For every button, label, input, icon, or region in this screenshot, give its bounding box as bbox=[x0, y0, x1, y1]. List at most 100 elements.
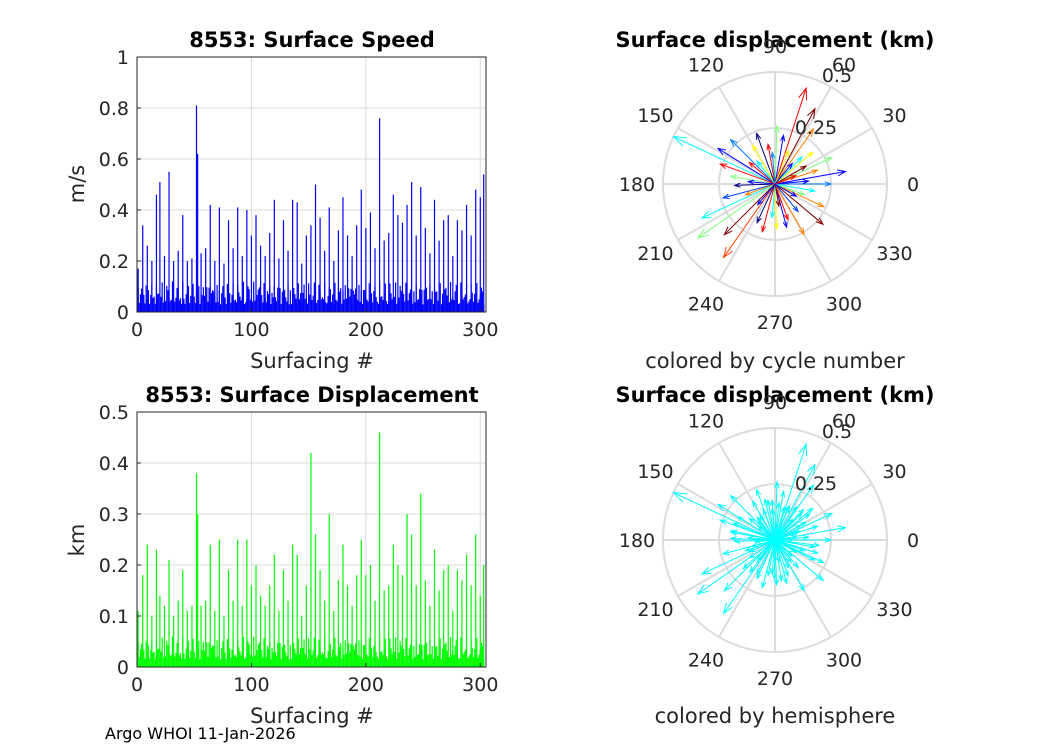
speed-bar-fill bbox=[344, 285, 346, 312]
polar1-arrow bbox=[774, 183, 778, 229]
speed-bar-fill bbox=[405, 282, 407, 312]
displacement-bar-fill bbox=[400, 645, 402, 667]
polar1-arrowhead bbox=[729, 174, 737, 180]
polar1-arrowhead bbox=[756, 159, 763, 167]
speed-bar-fill bbox=[305, 300, 307, 312]
displacement-bar-fill bbox=[279, 643, 281, 667]
displacement-bar-fill bbox=[285, 652, 287, 667]
displacement-bar-fill bbox=[338, 646, 341, 667]
polar1-arrows bbox=[672, 86, 848, 259]
speed-bar-fill bbox=[179, 298, 182, 312]
speed-ytick-label-1: 0.2 bbox=[99, 251, 129, 273]
speed-bar bbox=[278, 258, 280, 312]
displacement-bar-fill bbox=[452, 651, 454, 667]
polar1-arrowhead bbox=[800, 165, 808, 172]
displacement-bar-fill bbox=[198, 641, 200, 667]
speed-bar-fill bbox=[140, 288, 143, 312]
speed-bar-fill bbox=[390, 293, 392, 312]
displacement-bar-fill bbox=[332, 649, 334, 667]
polar1-radial-label-0: 0.25 bbox=[795, 117, 837, 139]
displacement-bar bbox=[241, 605, 243, 667]
speed-bar bbox=[246, 210, 248, 312]
speed-bar bbox=[465, 204, 468, 312]
speed-bar bbox=[218, 207, 220, 312]
polar1-arrowhead bbox=[756, 132, 762, 140]
speed-bar-fill bbox=[302, 292, 304, 312]
speed-bar-fill bbox=[309, 294, 311, 312]
speed-bar bbox=[369, 212, 372, 312]
speed-bar-fill bbox=[186, 291, 188, 312]
displacement-bar-fill bbox=[359, 656, 361, 667]
displacement-bar bbox=[292, 544, 294, 667]
displacement-ytick-label-4: 0.4 bbox=[99, 453, 129, 475]
displacement-bar-fill bbox=[425, 642, 428, 667]
speed-bar-fill bbox=[459, 303, 461, 312]
speed-bar-fill bbox=[322, 299, 325, 312]
polar1-arrowhead bbox=[744, 190, 752, 196]
speed-bar-fill bbox=[282, 292, 285, 312]
speed-bar-fill bbox=[233, 300, 235, 312]
displacement-bar-fill bbox=[369, 656, 372, 667]
speed-bar bbox=[186, 261, 188, 312]
displacement-bar-fill bbox=[257, 644, 259, 667]
speed-bar-fill bbox=[351, 304, 353, 312]
displacement-bar-fill bbox=[326, 658, 328, 667]
speed-bar-fill bbox=[326, 303, 328, 312]
polar2-arrowhead bbox=[763, 497, 769, 506]
speed-bar-fill bbox=[218, 290, 220, 312]
displacement-bar-fill bbox=[190, 650, 192, 667]
polar2-arrowhead bbox=[761, 581, 767, 590]
speed-bar-fill bbox=[145, 285, 147, 312]
displacement-bar-fill bbox=[370, 648, 373, 667]
displacement-bar-fill bbox=[385, 656, 388, 667]
speed-bar-fill bbox=[396, 303, 398, 312]
displacement-bar-fill bbox=[254, 655, 256, 667]
displacement-bar-fill bbox=[435, 646, 437, 667]
displacement-bar-fill bbox=[271, 647, 273, 667]
polar2-arrow bbox=[774, 539, 792, 563]
speed-bar-fill bbox=[336, 301, 338, 312]
displacement-bar-fill bbox=[266, 646, 269, 667]
speed-bar-fill bbox=[473, 293, 476, 312]
polar2-arrowhead bbox=[759, 513, 765, 521]
polar1-angle-label-0: 0 bbox=[907, 174, 919, 196]
speed-bar bbox=[342, 197, 344, 312]
displacement-bar-fill bbox=[176, 643, 178, 667]
speed-bar-fill bbox=[365, 292, 367, 312]
polar1-arrow bbox=[774, 156, 803, 185]
polar2-arrowhead bbox=[806, 507, 814, 514]
polar1-arrowhead bbox=[789, 175, 798, 180]
speed-bar-fill bbox=[468, 301, 470, 312]
displacement-bar bbox=[218, 539, 220, 667]
polar2-arrow bbox=[758, 526, 776, 541]
displacement-bar bbox=[191, 605, 193, 667]
polar2-angle-label-2: 60 bbox=[832, 410, 856, 432]
speed-bar-fill bbox=[480, 287, 483, 312]
polar2-arrow bbox=[764, 499, 776, 541]
polar1-spoke-5 bbox=[677, 127, 776, 185]
speed-bar-fill bbox=[148, 303, 151, 312]
speed-bar-fill bbox=[246, 298, 248, 312]
speed-bar-fill bbox=[265, 302, 267, 312]
polar1-arrow bbox=[734, 183, 776, 186]
displacement-bar-fill bbox=[138, 658, 140, 667]
speed-bar-fill bbox=[214, 296, 216, 312]
polar2-arrowhead bbox=[718, 519, 728, 525]
displacement-bar-fill bbox=[276, 656, 278, 667]
displacement-bar bbox=[346, 585, 349, 667]
speed-axes-frame bbox=[136, 56, 487, 313]
speed-bar bbox=[301, 263, 303, 312]
polar1-arrowhead bbox=[773, 222, 779, 231]
polar2-arrowhead bbox=[672, 492, 687, 503]
speed-bar-fill bbox=[296, 302, 298, 312]
polar1-arrowhead bbox=[766, 142, 772, 151]
polar2-arrowhead bbox=[824, 537, 833, 543]
speed-bar-fill bbox=[242, 281, 245, 312]
polar2-arrow bbox=[731, 530, 776, 541]
polar2-arrow bbox=[723, 539, 776, 592]
displacement-bar-fill bbox=[206, 642, 208, 667]
speed-bar-fill bbox=[139, 294, 142, 312]
displacement-bar-fill bbox=[472, 656, 475, 667]
speed-bar-fill bbox=[235, 302, 238, 312]
displacement-bar-fill bbox=[237, 639, 239, 667]
